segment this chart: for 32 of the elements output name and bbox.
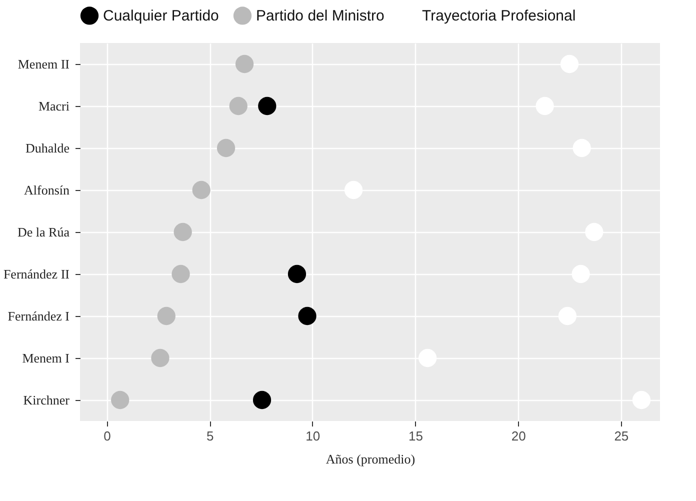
- x-tick-label: 20: [511, 428, 526, 444]
- y-tick-label: De la Rúa: [18, 224, 70, 240]
- point: [192, 180, 210, 200]
- x-tick-label: 25: [614, 428, 629, 444]
- x-tick-label: 10: [306, 428, 320, 444]
- legend-label: Cualquier Partido: [103, 8, 219, 25]
- point: [235, 54, 254, 74]
- x-tick-label: 0: [104, 428, 111, 444]
- legend-label: Partido del Ministro: [256, 8, 384, 25]
- point: [172, 264, 190, 284]
- point: [151, 348, 170, 368]
- y-tick-label: Menem II: [18, 56, 70, 72]
- y-tick-label: Alfonsín: [24, 182, 70, 198]
- y-tick-label: Kirchner: [23, 392, 70, 408]
- point: [288, 264, 306, 284]
- point: [157, 306, 176, 326]
- point: [216, 138, 236, 158]
- point: [252, 390, 272, 410]
- text: Trayectoria Profesional: [422, 8, 576, 25]
- y-tick-label: Fernández II: [3, 266, 70, 282]
- x-axis-title: Años (promedio): [326, 452, 416, 466]
- y-tick-label: Menem I: [22, 350, 70, 366]
- y-tick-label: Macri: [38, 98, 70, 114]
- y-tick-label: Duhalde: [25, 140, 70, 156]
- point: [174, 222, 192, 242]
- point: [258, 96, 276, 116]
- point: [298, 306, 316, 326]
- point: [229, 96, 248, 116]
- x-tick-label: 5: [206, 428, 214, 444]
- y-tick-label: Fernández I: [8, 308, 70, 324]
- x-tick-label: 15: [408, 428, 423, 444]
- point: [111, 390, 130, 410]
